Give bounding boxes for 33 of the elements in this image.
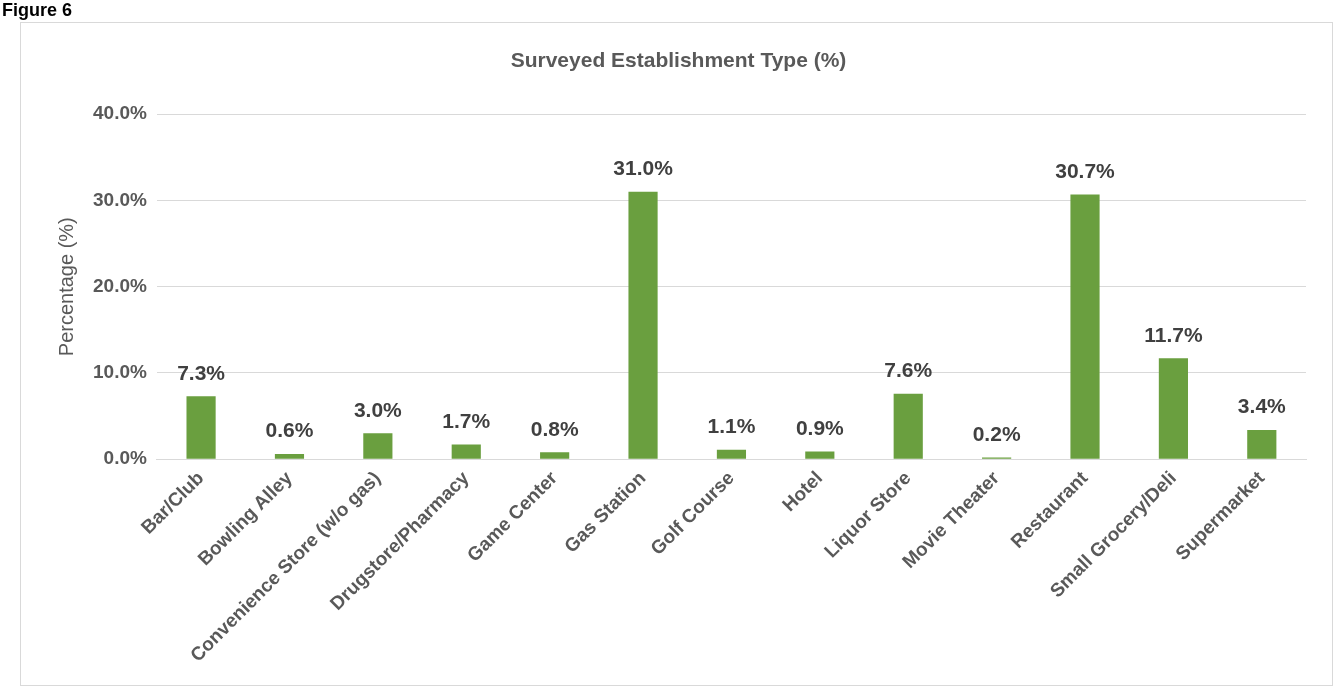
y-tick-label: 30.0% xyxy=(93,188,147,210)
bar xyxy=(1158,358,1188,459)
bar xyxy=(1070,194,1100,459)
data-label: 0.6% xyxy=(265,418,314,442)
bar xyxy=(716,449,747,459)
bar xyxy=(540,452,570,459)
data-label: 3.4% xyxy=(1237,394,1287,418)
bar xyxy=(1247,429,1277,459)
bar xyxy=(451,444,481,459)
y-tick-label: 20.0% xyxy=(93,274,147,296)
data-label: 7.3% xyxy=(177,360,226,384)
bar xyxy=(186,396,216,459)
bar xyxy=(628,191,658,459)
bar xyxy=(805,451,835,459)
data-label: 7.6% xyxy=(884,357,933,381)
data-label: 1.7% xyxy=(442,408,491,432)
data-label: 31.0% xyxy=(613,156,674,180)
data-label: 11.7% xyxy=(1144,322,1203,346)
bar xyxy=(893,393,923,459)
data-label: 30.7% xyxy=(1055,158,1116,182)
bar xyxy=(274,454,305,459)
caption: Figure 6 xyxy=(2,0,73,21)
data-label: 1.1% xyxy=(707,414,756,438)
y-tick-label: 0.0% xyxy=(103,447,147,469)
data-label: 3.0% xyxy=(353,397,403,421)
y-tick-label: 40.0% xyxy=(93,102,147,124)
data-label: 0.9% xyxy=(795,415,845,439)
bar xyxy=(363,433,393,459)
data-label: 0.2% xyxy=(972,421,1021,445)
chart-title: Surveyed Establishment Type (%) xyxy=(510,48,847,72)
data-label: 0.8% xyxy=(530,416,579,440)
y-axis-title: Percentage (%) xyxy=(54,217,77,357)
y-tick-label: 10.0% xyxy=(93,361,147,383)
